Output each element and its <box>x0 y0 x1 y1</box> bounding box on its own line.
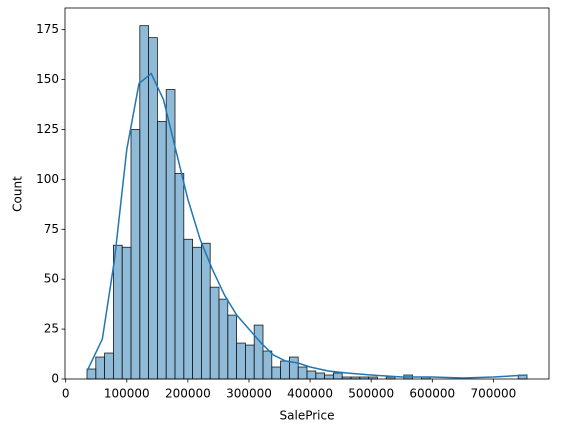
bar <box>113 244 123 380</box>
bar <box>192 246 202 380</box>
bar <box>288 356 299 380</box>
bar <box>297 366 308 380</box>
bar <box>262 350 273 380</box>
axes-frame <box>64 7 550 380</box>
y-tick-label: 175 <box>36 22 59 36</box>
kde-line <box>86 72 528 379</box>
bar <box>165 89 176 380</box>
bar <box>156 121 167 380</box>
y-tick-label: 125 <box>36 122 59 136</box>
x-tick-label: 100000 <box>104 387 150 401</box>
bar <box>200 242 211 380</box>
bar <box>244 344 255 380</box>
bar <box>86 368 97 380</box>
bar <box>315 372 325 380</box>
bar <box>104 352 114 380</box>
x-tick-label: 400000 <box>287 387 333 401</box>
x-tick-label: 600000 <box>409 387 455 401</box>
y-tick-label: 25 <box>44 322 59 336</box>
bar <box>183 238 194 380</box>
y-tick-label: 50 <box>44 272 59 286</box>
bar <box>332 372 343 380</box>
x-axis-label: SalePrice <box>280 409 335 423</box>
x-tick-label: 700000 <box>470 387 516 401</box>
bar <box>174 172 185 380</box>
bar <box>218 298 229 380</box>
x-tick-label: 200000 <box>165 387 211 401</box>
bar <box>271 366 281 380</box>
bar <box>209 286 220 380</box>
bar <box>227 314 238 380</box>
y-tick-label: 100 <box>36 172 59 186</box>
y-tick-label: 75 <box>44 222 59 236</box>
bar <box>148 37 158 380</box>
x-tick-label: 0 <box>62 387 70 401</box>
y-axis-label: Count <box>11 176 25 212</box>
bar <box>324 374 334 380</box>
bar <box>236 342 246 380</box>
x-tick-label: 300000 <box>226 387 272 401</box>
bar <box>121 246 132 380</box>
bar <box>253 324 264 380</box>
x-tick-label: 500000 <box>348 387 394 401</box>
bar <box>130 129 141 380</box>
y-tick-label: 0 <box>51 372 59 386</box>
bar <box>95 356 106 380</box>
bar <box>306 370 317 380</box>
y-tick-label: 150 <box>36 72 59 86</box>
bar <box>280 360 290 380</box>
